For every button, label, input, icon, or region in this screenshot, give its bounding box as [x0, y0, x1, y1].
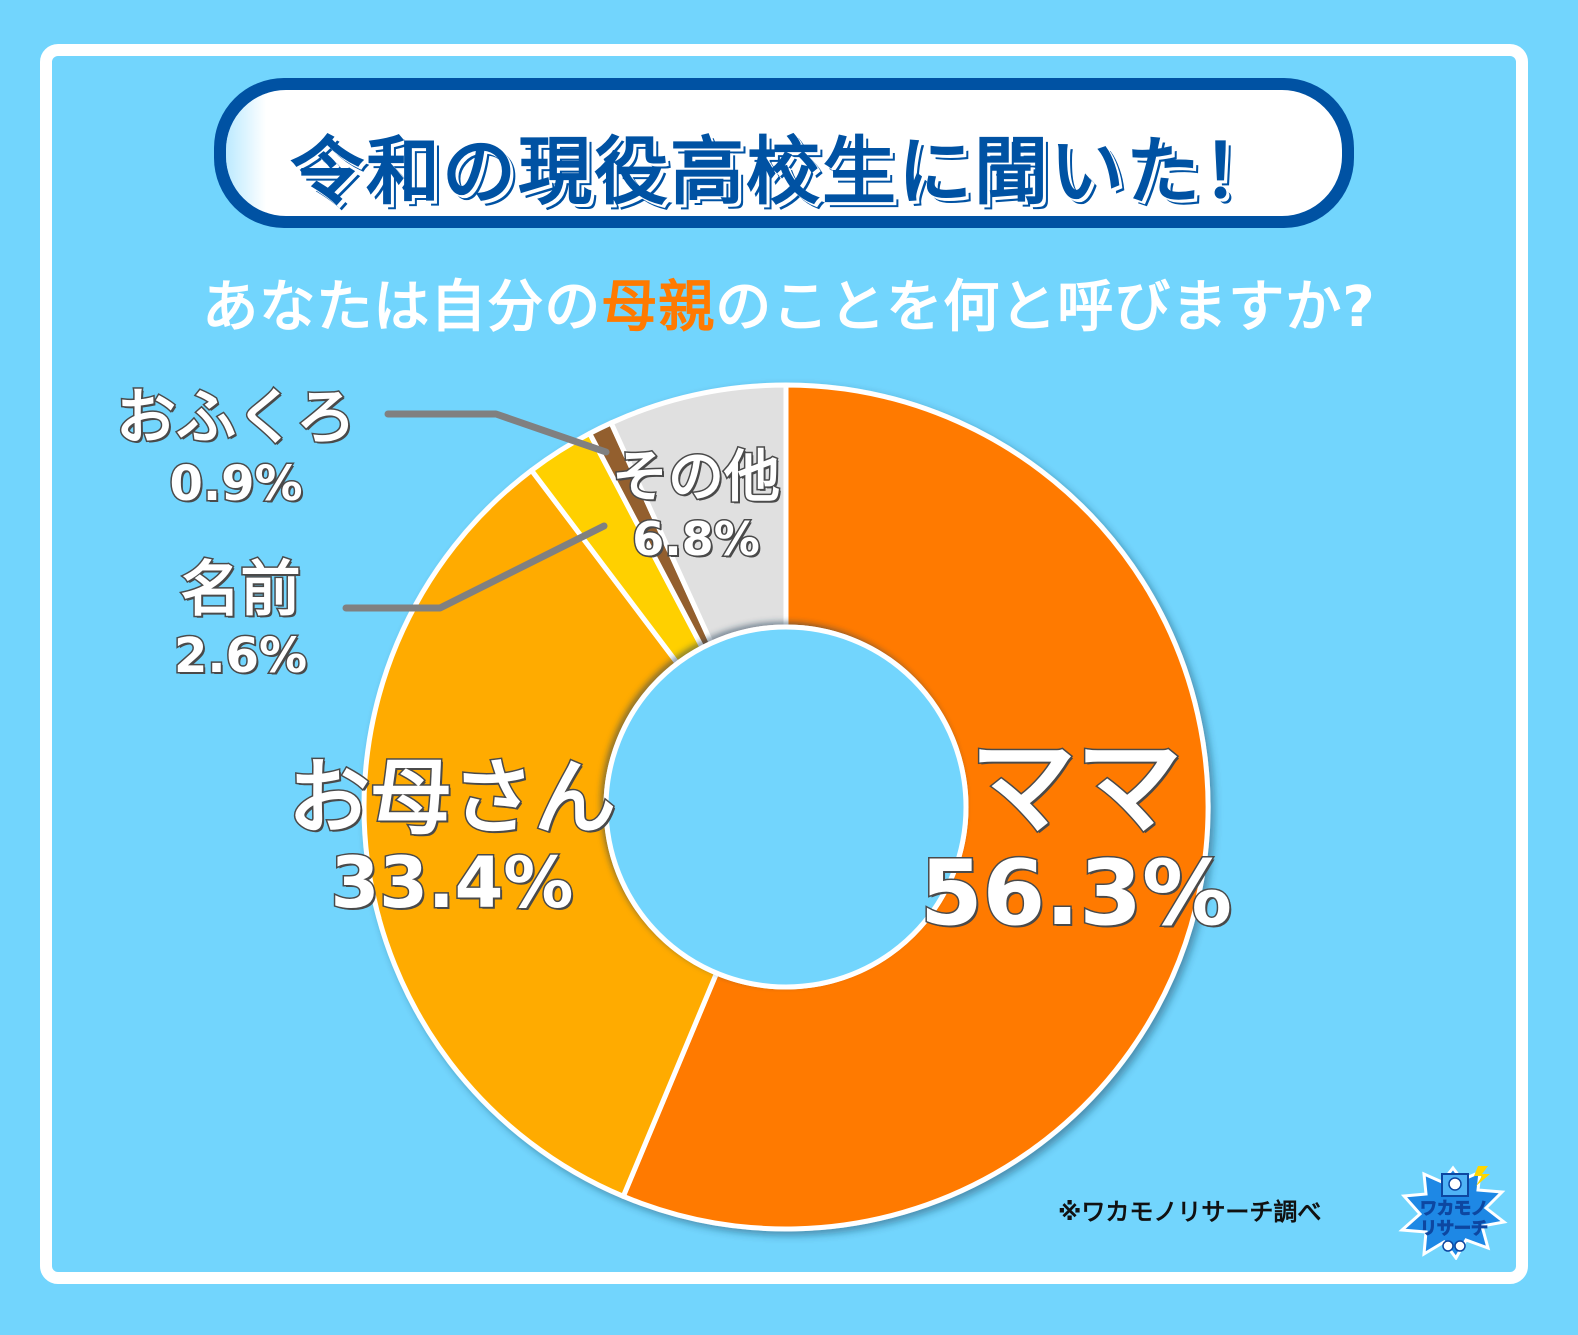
label-sonota-pct: 6.8% [631, 512, 762, 566]
label-okaasan-pct: 33.4% [329, 842, 575, 924]
label-sonota-name: その他 [611, 445, 782, 510]
donut-hole [603, 624, 969, 990]
label-okaasan: お母さん 33.4% [286, 751, 617, 924]
survey-question: あなたは自分の母親のことを何と呼びますか? [0, 262, 1578, 343]
leader-line-namae [342, 522, 608, 612]
label-okaasan-name: お母さん [286, 751, 617, 846]
question-post: のことを何と呼びますか? [715, 275, 1376, 340]
label-mama-name: ママ [969, 726, 1184, 849]
label-namae-pct: 2.6% [172, 628, 308, 684]
wakamono-research-logo: ワカモノ リサーチ [1398, 1165, 1508, 1260]
label-ofukuro-pct: 0.9% [168, 456, 304, 512]
logo-text-line1: ワカモノ [1420, 1199, 1488, 1219]
logo-burst-icon [1398, 1165, 1508, 1260]
question-pre: あなたは自分の [202, 275, 602, 340]
label-mama: ママ 56.3% [918, 726, 1233, 946]
question-highlight: 母親 [601, 275, 716, 340]
label-namae: 名前 2.6% [172, 555, 308, 684]
label-ofukuro: おふくろ 0.9% [115, 383, 358, 512]
logo-binocular-right-icon [1454, 1240, 1466, 1252]
logo-binocular-left-icon [1442, 1240, 1454, 1252]
page-title: 令和の現役高校生に聞いた！ [290, 129, 1278, 215]
label-ofukuro-name: おふくろ [115, 383, 358, 453]
label-mama-pct: 56.3% [918, 841, 1233, 946]
logo-lightning-icon [1474, 1166, 1490, 1186]
source-credit: ※ワカモノリサーチ調べ [1058, 1198, 1322, 1226]
logo-clock-icon [1448, 1177, 1462, 1191]
logo-text-line2: リサーチ [1420, 1219, 1488, 1239]
leader-line-ofukuro [384, 410, 610, 456]
label-sonota: その他 6.8% [611, 445, 782, 566]
title-banner-inner: 令和の現役高校生に聞いた！ [226, 90, 1342, 216]
title-banner: 令和の現役高校生に聞いた！ [214, 78, 1354, 228]
label-namae-name: 名前 [179, 555, 302, 625]
